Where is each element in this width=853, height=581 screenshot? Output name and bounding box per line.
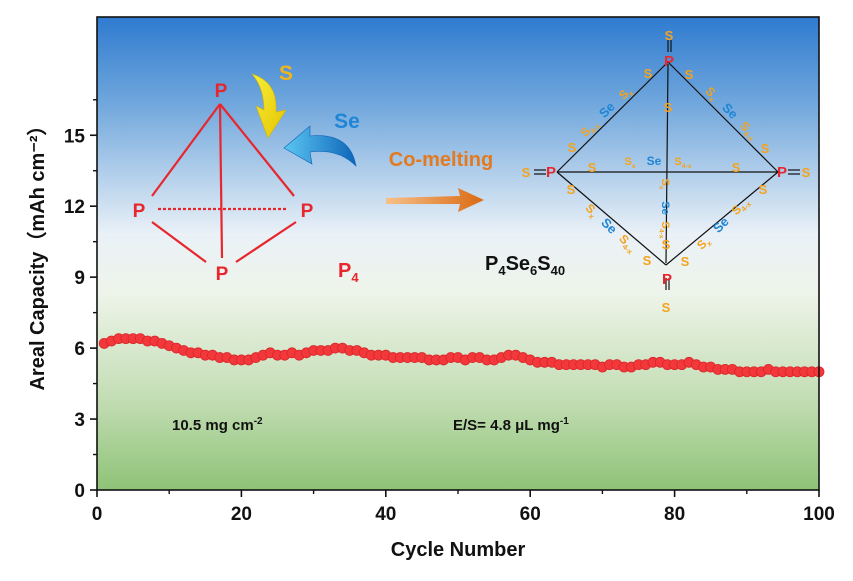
s-atom: S [665,28,674,43]
s-atom: S [759,182,768,197]
s-atom: S [522,165,531,180]
s-atom: S [662,237,671,252]
x-tick-label: 60 [520,504,541,525]
svg-text:S: S [759,182,768,197]
svg-text:S: S [644,66,653,81]
selenium-arrow: Se [283,110,360,167]
svg-text:S: S [685,67,694,82]
data-series [98,333,825,378]
co-melting-arrow: Co-melting [386,149,493,212]
s-atom: S [662,300,671,315]
s-atom: S [761,141,770,156]
svg-text:S: S [662,237,671,252]
selenium-label: Se [334,110,360,133]
y-tick-label: 15 [64,126,86,147]
s-atom: S [568,140,577,155]
x-axis: 0 20 40 60 80 100 [92,490,835,525]
x-tick-label: 40 [375,504,396,525]
p-atom: P [546,164,556,181]
svg-text:S: S [662,300,671,315]
svg-text:S: S [664,100,673,115]
s-atom: S4-x [657,221,671,238]
s-atom: S [732,160,741,175]
s-atom: S [681,254,690,269]
p-atom-top: P [215,81,228,102]
plot-background [97,17,819,490]
svg-text:Sx: Sx [624,156,635,170]
svg-text:S: S [568,140,577,155]
p4-molecule: P P P P [133,81,314,285]
svg-text:Sx: Sx [657,178,671,189]
y-axis: 0 3 6 9 12 15 [64,99,97,502]
svg-text:S: S [665,28,674,43]
s-atom: S [685,67,694,82]
p-atom-left: P [133,201,146,222]
svg-text:S: S [681,254,690,269]
svg-text:S4-x: S4-x [674,156,691,170]
svg-text:S: S [802,165,811,180]
p-atom: P [777,164,787,181]
s-atom: Sx [624,156,635,170]
p-atom: P [662,271,672,288]
s-atom: S [644,66,653,81]
y-axis-label: Areal Capacity（mAh cm⁻²） [26,115,49,390]
y-tick-label: 6 [74,339,85,360]
y-tick-label: 9 [74,268,85,289]
svg-text:S: S [761,141,770,156]
es-ratio-annotation: E/S= 4.8 μL mg-1 [453,416,569,434]
s-atom: S [664,100,673,115]
y-tick-label: 3 [74,410,85,431]
svg-text:P: P [662,271,672,288]
p-atom-bottom: P [216,264,229,285]
se-atom: Se [647,154,662,168]
p-atom-right: P [301,201,314,222]
x-tick-label: 80 [664,504,685,525]
s-atom: S [643,253,652,268]
svg-text:S: S [567,182,576,197]
s-atom: S [567,182,576,197]
svg-text:Se: Se [659,201,671,214]
svg-text:S: S [522,165,531,180]
co-melting-label: Co-melting [389,149,493,171]
s-atom: S4-x [674,156,691,170]
svg-text:Se: Se [647,154,662,168]
s-atom: S [802,165,811,180]
p-atom: P [664,53,674,70]
svg-text:S: S [588,160,597,175]
svg-text:S: S [643,253,652,268]
svg-text:S: S [732,160,741,175]
x-axis-label: Cycle Number [391,539,526,561]
svg-text:P: P [664,53,674,70]
svg-text:S4-x: S4-x [657,221,671,238]
sulfur-arrow: S [251,62,293,139]
svg-text:P: P [546,164,556,181]
se-atom: Se [659,201,671,214]
s-atom: Sx [657,178,671,189]
sulfur-label: S [279,62,293,85]
s-atom: S [588,160,597,175]
y-tick-label: 12 [64,197,85,218]
y-tick-label: 0 [74,481,85,502]
x-tick-label: 100 [803,504,835,525]
svg-text:P: P [777,164,787,181]
x-tick-label: 0 [92,504,103,525]
x-tick-label: 20 [231,504,252,525]
loading-annotation: 10.5 mg cm-2 [172,416,263,434]
